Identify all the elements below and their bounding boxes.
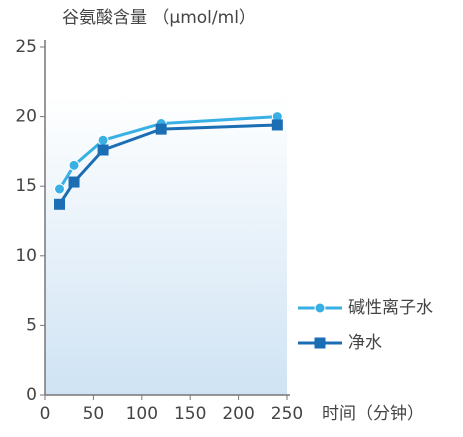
y-tick-label: 25 xyxy=(15,37,37,57)
data-point xyxy=(68,159,80,171)
y-tick-label: 0 xyxy=(26,385,37,405)
y-tick-label: 5 xyxy=(26,315,37,335)
legend-label: 碱性离子水 xyxy=(348,298,433,318)
data-point xyxy=(97,144,109,156)
legend-label: 净水 xyxy=(348,333,382,353)
x-tick-label: 150 xyxy=(174,404,206,424)
x-axis-title: 时间（分钟） xyxy=(322,404,424,424)
data-point xyxy=(271,119,283,131)
y-tick-label: 15 xyxy=(15,176,37,196)
y-axis-title: 谷氨酸含量 （μmol/ml） xyxy=(62,8,256,28)
plot-background xyxy=(45,95,287,395)
data-point xyxy=(54,183,66,195)
x-tick-label: 50 xyxy=(83,404,105,424)
y-tick-label: 10 xyxy=(15,246,37,266)
data-point xyxy=(54,198,66,210)
data-point xyxy=(97,134,109,146)
data-point xyxy=(68,176,80,188)
y-tick-label: 20 xyxy=(15,107,37,127)
x-tick-label: 250 xyxy=(271,404,303,424)
x-tick-label: 200 xyxy=(222,404,254,424)
x-tick-label: 0 xyxy=(40,404,51,424)
legend-marker xyxy=(314,302,326,314)
data-point xyxy=(155,123,167,135)
legend-marker xyxy=(314,337,326,349)
x-tick-label: 100 xyxy=(126,404,158,424)
